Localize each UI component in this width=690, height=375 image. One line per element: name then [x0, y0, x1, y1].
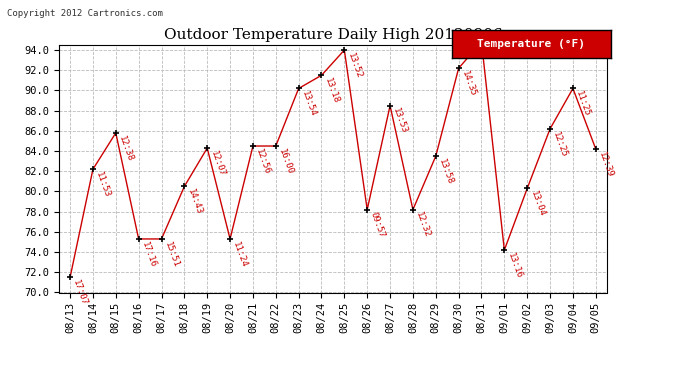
Text: 12:38: 12:38	[117, 134, 135, 163]
Text: 12:56: 12:56	[255, 147, 272, 176]
Text: 13:52: 13:52	[346, 51, 364, 80]
Text: Copyright 2012 Cartronics.com: Copyright 2012 Cartronics.com	[7, 9, 163, 18]
Text: 09:57: 09:57	[368, 211, 386, 239]
Text: 13:18: 13:18	[323, 77, 341, 105]
Text: 15:51: 15:51	[163, 240, 181, 268]
Text: 11:25: 11:25	[574, 90, 592, 118]
Text: 12:39: 12:39	[597, 150, 615, 179]
Text: 17:07: 17:07	[72, 279, 89, 307]
Text: 13:54: 13:54	[300, 90, 317, 118]
Text: 13:04: 13:04	[529, 190, 546, 218]
Text: 13:16: 13:16	[506, 252, 524, 280]
Text: 14:43: 14:43	[186, 188, 204, 216]
Title: Outdoor Temperature Daily High 20120906: Outdoor Temperature Daily High 20120906	[164, 28, 502, 42]
Text: 16:00: 16:00	[277, 147, 295, 176]
Text: 17:16: 17:16	[140, 240, 158, 268]
Text: 12:07: 12:07	[208, 149, 226, 178]
Text: Temperature (°F): Temperature (°F)	[477, 39, 585, 49]
Text: 14:35: 14:35	[460, 70, 477, 98]
Text: 11:24: 11:24	[231, 240, 249, 268]
Text: 12:25: 12:25	[551, 130, 569, 159]
Text: 13:58: 13:58	[437, 158, 455, 186]
Text: 12:32: 12:32	[414, 211, 432, 239]
Text: 13:05: 13:05	[0, 374, 1, 375]
Text: 13:53: 13:53	[391, 107, 409, 135]
Text: 11:53: 11:53	[95, 171, 112, 199]
